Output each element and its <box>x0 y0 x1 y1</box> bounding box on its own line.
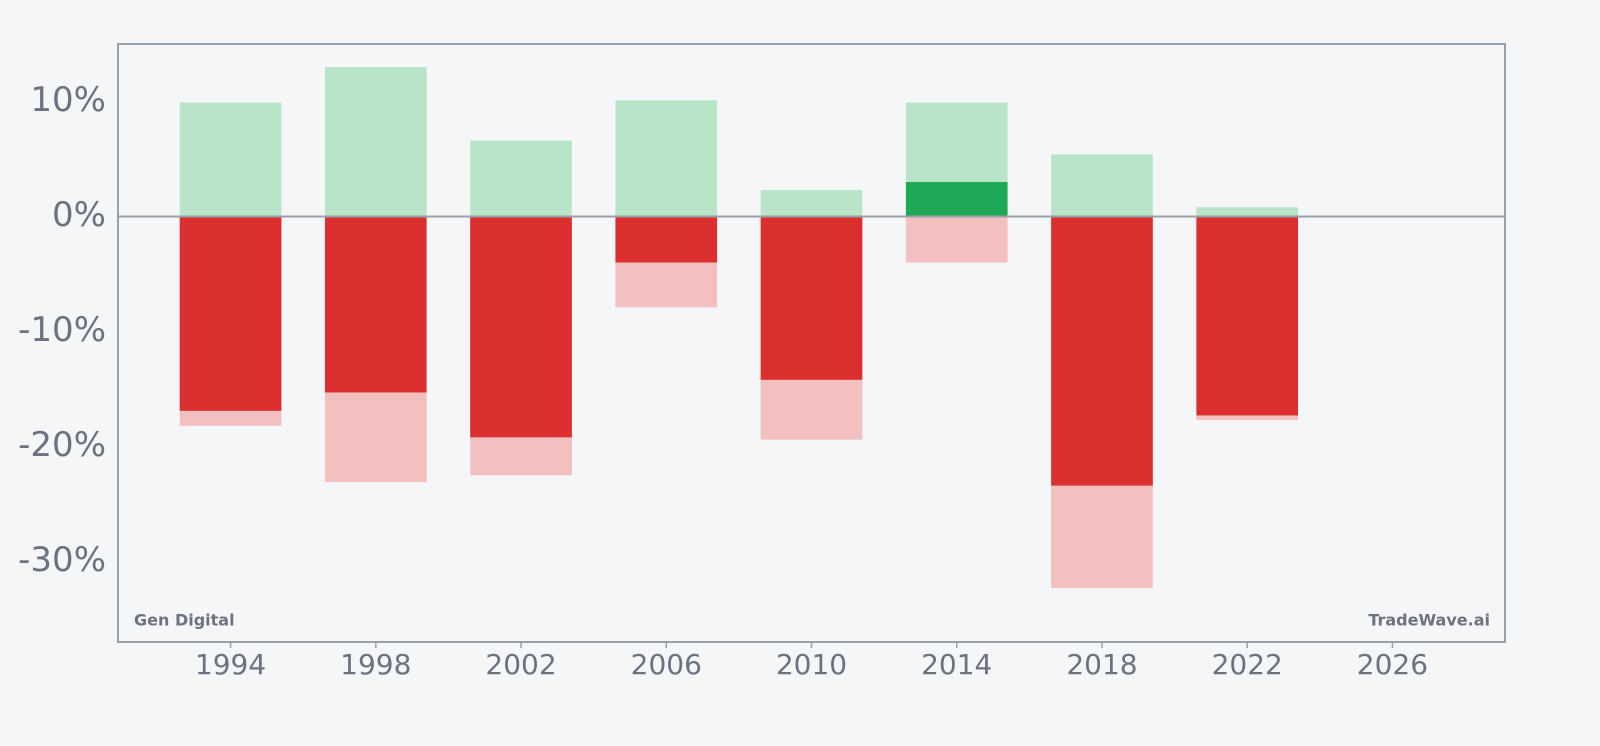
watermark-right: TradeWave.ai <box>1368 611 1490 630</box>
bar <box>615 100 718 217</box>
y-tick-label: 10% <box>30 80 106 120</box>
bar <box>760 190 863 217</box>
bar <box>324 216 427 393</box>
bar <box>1051 216 1153 486</box>
bar <box>179 216 282 411</box>
watermark-left: Gen Digital <box>134 611 235 630</box>
x-tick-label: 2018 <box>1066 648 1137 681</box>
x-tick-label: 1998 <box>340 648 411 681</box>
y-tick-label: -20% <box>18 425 106 465</box>
bar <box>615 216 718 263</box>
y-tick-label: 0% <box>52 195 106 235</box>
bar <box>1051 154 1153 217</box>
x-tick-label: 1994 <box>195 648 266 681</box>
bar <box>1196 216 1299 416</box>
y-tick-label: -30% <box>18 540 106 580</box>
bar <box>1196 207 1299 217</box>
bar <box>324 67 427 217</box>
bar <box>760 216 863 380</box>
x-tick-label: 2010 <box>776 648 847 681</box>
x-tick-label: 2026 <box>1357 648 1428 681</box>
x-tick-label: 2014 <box>921 648 992 681</box>
bar <box>470 140 572 217</box>
bar <box>905 182 1008 217</box>
bar <box>179 102 282 217</box>
x-tick-label: 2002 <box>485 648 556 681</box>
bar <box>470 216 572 438</box>
x-tick-label: 2006 <box>631 648 702 681</box>
x-tick-label: 2022 <box>1212 648 1283 681</box>
y-tick-label: -10% <box>18 310 106 350</box>
bar <box>905 216 1008 263</box>
